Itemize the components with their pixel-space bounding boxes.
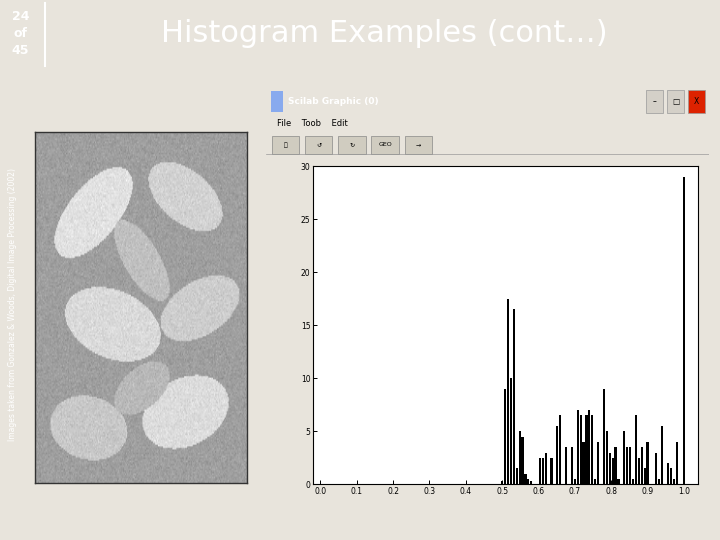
Bar [675,442,678,484]
Bar [632,479,634,484]
Bar [577,410,579,484]
Bar [372,136,399,154]
Bar [504,389,506,484]
Bar [271,91,283,112]
Bar [571,447,573,484]
Bar [617,479,619,484]
Bar [629,447,631,484]
Bar [588,410,590,484]
Bar [597,442,599,484]
Bar [647,442,649,484]
Bar [541,458,544,484]
Bar [667,463,669,484]
Bar [518,431,521,484]
Bar [670,469,672,484]
Text: ⌗: ⌗ [284,142,287,147]
Text: ↻: ↻ [349,142,354,147]
Bar [661,426,663,484]
Bar [574,479,576,484]
Bar [638,458,640,484]
Text: 24
of
45: 24 of 45 [12,10,30,57]
Text: –: – [653,97,657,106]
Bar [667,90,684,113]
Bar [405,136,432,154]
Bar [565,447,567,484]
Bar [530,481,532,484]
Bar [557,426,559,484]
Bar [513,309,515,484]
Bar [658,479,660,484]
Bar [516,469,518,484]
Bar [521,437,523,484]
Bar [641,447,643,484]
Bar [591,415,593,484]
Text: File    Toob    Edit: File Toob Edit [277,119,348,129]
Bar [688,90,705,113]
Bar [545,453,547,484]
Bar [594,479,596,484]
Bar [507,299,509,484]
Bar [580,415,582,484]
Bar [624,431,626,484]
Bar [582,442,585,484]
Bar [539,458,541,484]
Text: Scilab Graphic (0): Scilab Graphic (0) [288,97,378,106]
Bar [611,458,613,484]
Bar [672,479,675,484]
Text: →: → [415,142,421,147]
Text: □: □ [672,97,679,106]
Bar [655,453,657,484]
Bar [647,90,663,113]
Text: X: X [694,97,699,106]
Text: ↺: ↺ [316,142,321,147]
Bar [635,415,637,484]
Bar [644,469,646,484]
Text: GEO: GEO [378,142,392,147]
Bar [524,474,526,484]
Bar [683,177,685,484]
Bar [626,447,629,484]
Bar [606,431,608,484]
Bar [501,481,503,484]
Bar [338,136,366,154]
Bar [559,415,562,484]
Bar [614,447,616,484]
Bar [585,415,588,484]
Bar [510,379,512,484]
Bar [527,479,529,484]
Bar [608,453,611,484]
Bar [551,458,553,484]
Bar [271,136,300,154]
Bar [603,389,605,484]
Text: Images taken from Gonzalez & Woods, Digital Image Processing (2002): Images taken from Gonzalez & Woods, Digi… [8,168,17,441]
Text: Histogram Examples (cont…): Histogram Examples (cont…) [161,19,608,48]
Bar [305,136,333,154]
